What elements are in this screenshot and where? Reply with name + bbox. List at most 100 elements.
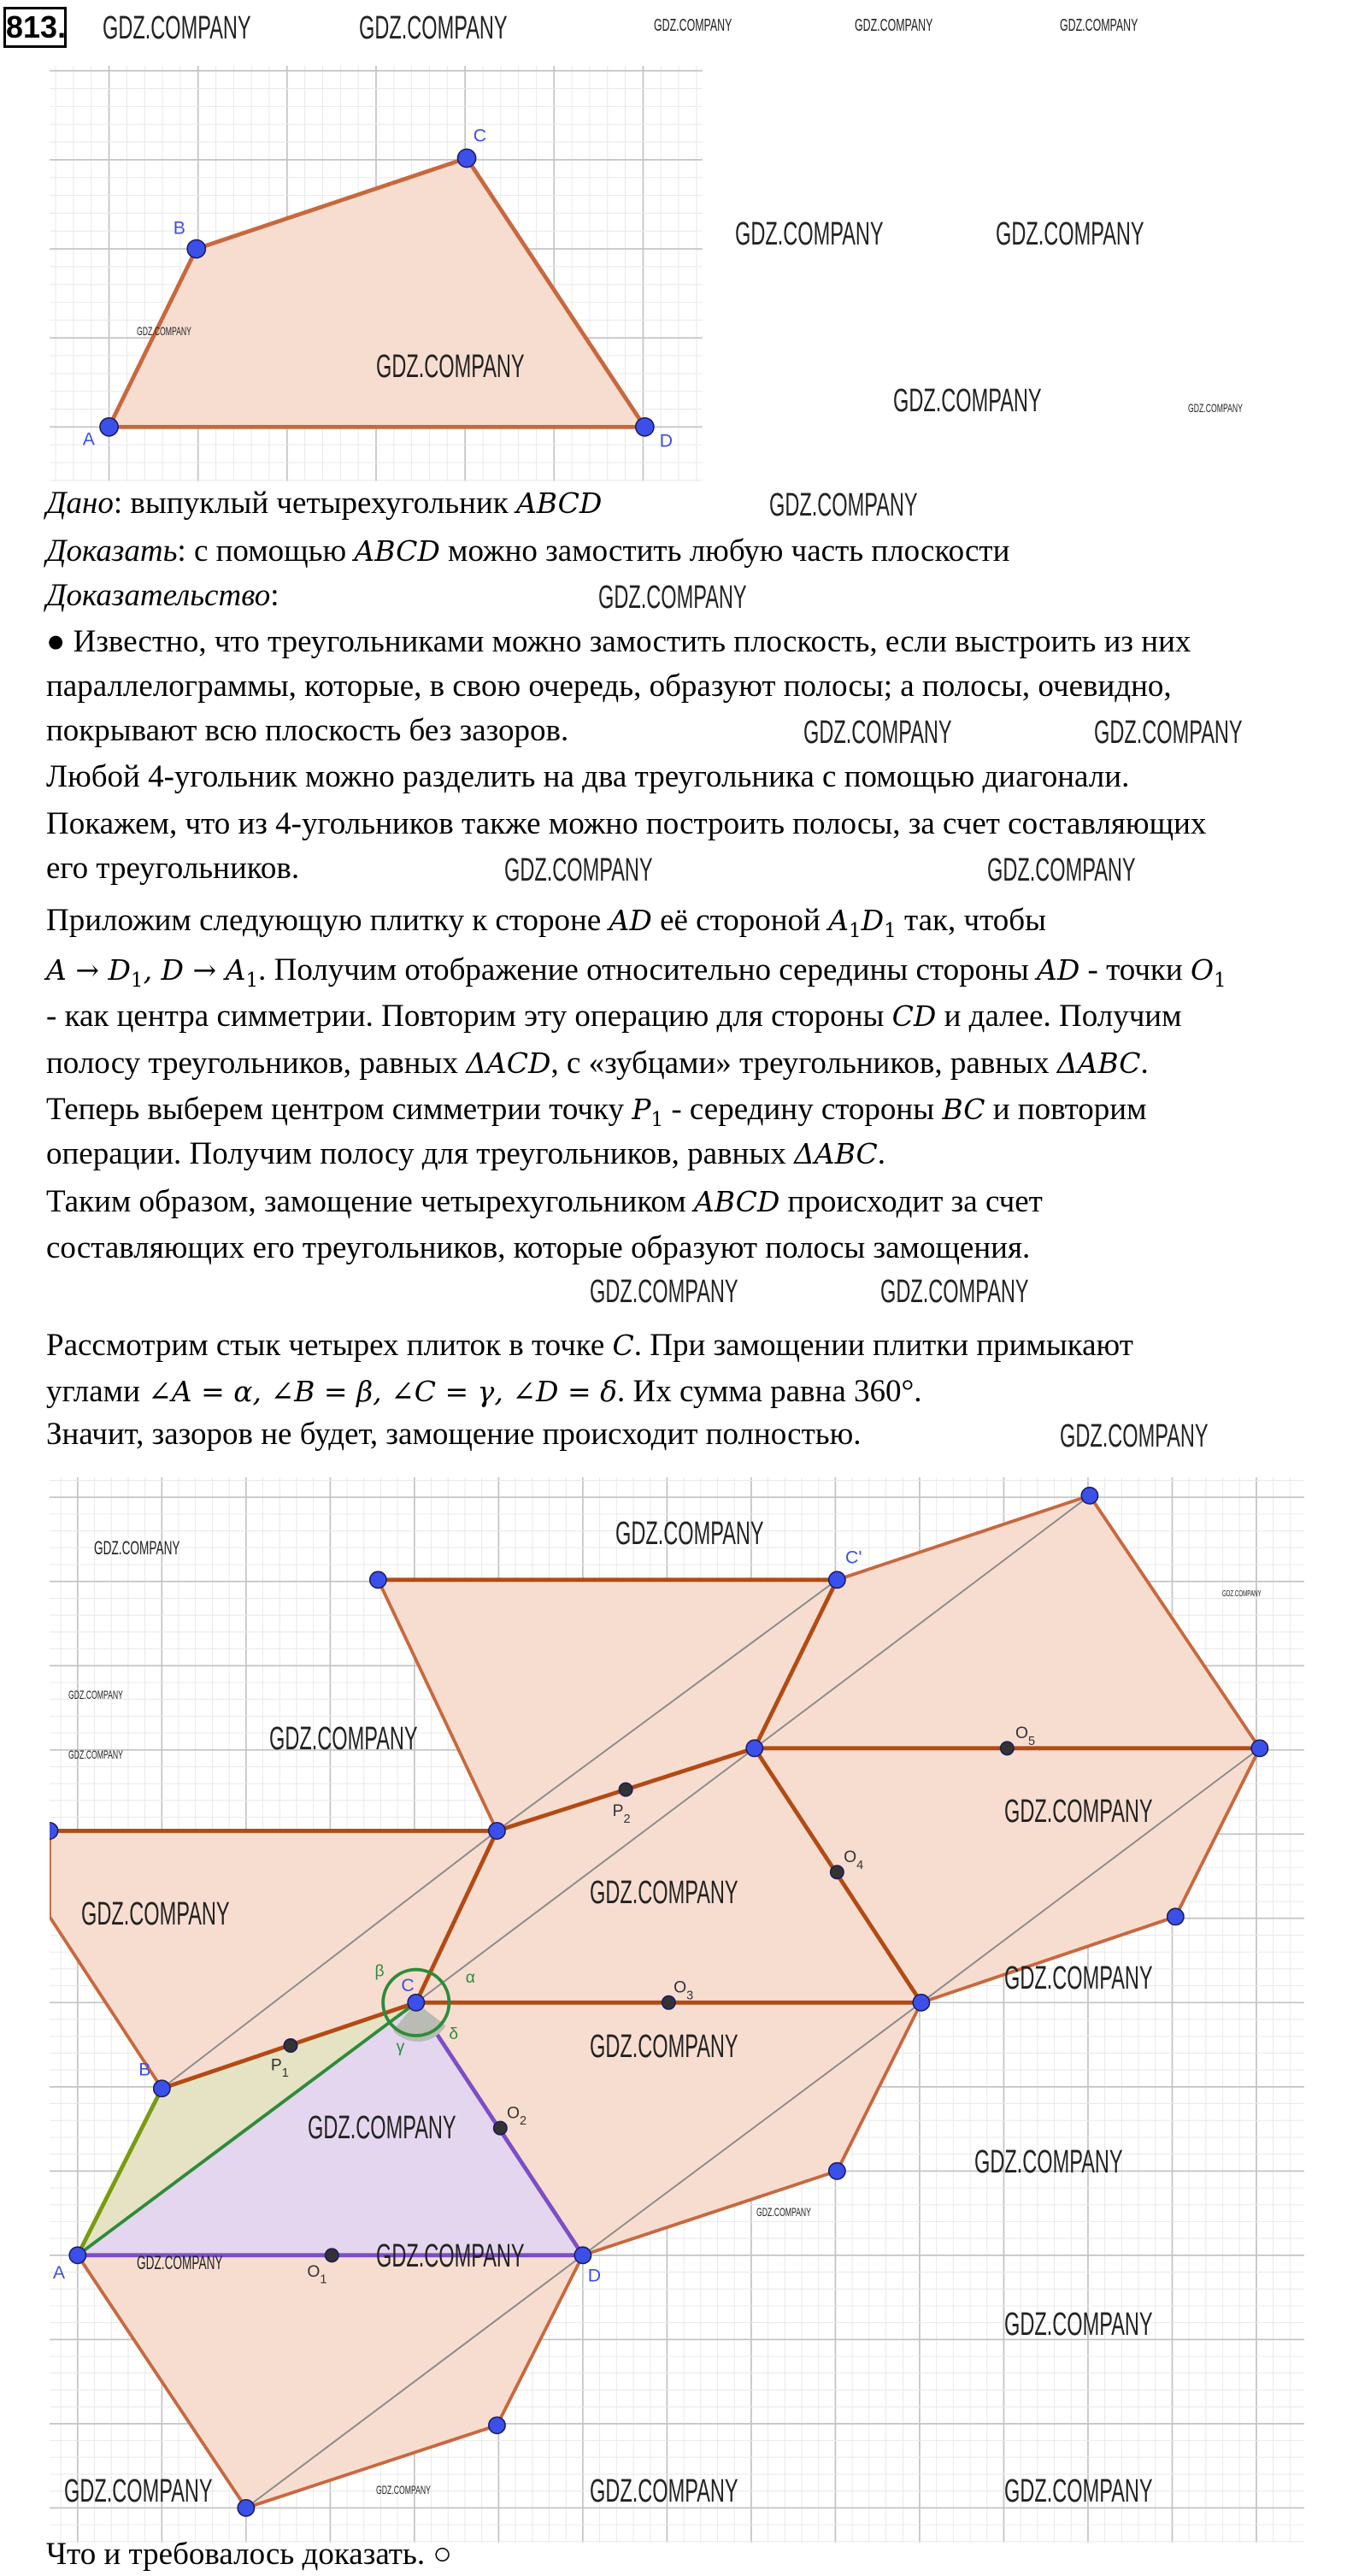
text-line: Любой 4-угольник можно разделить на два … xyxy=(46,758,1129,796)
text-segment: Таким образом, замощение четырехугольник… xyxy=(46,1184,694,1219)
text-segment: и повторим xyxy=(985,1092,1147,1127)
label-subscript: 1 xyxy=(282,2066,289,2080)
subscript: 1 xyxy=(1214,970,1226,992)
point-label: B xyxy=(138,2059,150,2079)
vertex xyxy=(68,2246,87,2265)
math-expression: ∠A = α, ∠B = β, ∠C = γ, ∠D = δ xyxy=(148,1375,617,1408)
text-segment: . xyxy=(877,1136,885,1171)
watermark: GDZ.COMPANY xyxy=(1060,16,1138,35)
label-subscript: 5 xyxy=(1028,1735,1035,1748)
text-segment: . При замощении плитки примыкают xyxy=(633,1328,1133,1363)
text-segment: и далее. Получим xyxy=(936,999,1182,1034)
angle-label-delta: δ xyxy=(449,2025,458,2043)
diagonal-line xyxy=(415,1747,756,2004)
label-text: O xyxy=(307,2263,320,2281)
label-text: β xyxy=(375,1962,385,1980)
watermark: GDZ.COMPANY xyxy=(735,216,884,252)
text-segment: . xyxy=(1140,1046,1149,1081)
text-line: составляющих его треугольников, которые … xyxy=(46,1229,1030,1267)
text-line: Приложим следующую плитку к стороне AD е… xyxy=(46,902,1046,950)
text-segment: Покажем, что из 4-угольников также можно… xyxy=(46,806,1207,841)
point-label: D xyxy=(588,2266,601,2286)
text-line: покрывают всю плоскость без зазоров. xyxy=(46,712,568,750)
point-label: B xyxy=(174,219,185,239)
vertex xyxy=(574,2246,592,2265)
text-segment: Рассмотрим стык четырех плиток в точке xyxy=(46,1328,613,1363)
point-label: D xyxy=(660,432,673,451)
watermark: GDZ.COMPANY xyxy=(996,216,1144,252)
diagonal-ac xyxy=(75,2001,418,2257)
watermark: GDZ.COMPANY xyxy=(880,1274,1029,1310)
label-o4: O4 xyxy=(844,1848,863,1872)
text-segment: Дано xyxy=(46,486,114,521)
subscript: 1 xyxy=(130,970,144,992)
text-line: ● Известно, что треугольниками можно зам… xyxy=(46,623,1191,661)
label-subscript: 4 xyxy=(856,1859,863,1872)
label-text: P xyxy=(613,1802,624,1820)
label-text: C xyxy=(401,1975,414,1995)
text-segment: его треугольников. xyxy=(46,851,300,886)
text-segment: . Их сумма равна 360°. xyxy=(616,1374,922,1409)
text-segment: углами xyxy=(46,1374,149,1409)
text-segment: полосу треугольников, равных xyxy=(46,1046,467,1081)
label-text: O xyxy=(1015,1724,1028,1742)
math-expression: O xyxy=(1190,953,1215,987)
watermark: GDZ.COMPANY xyxy=(654,16,732,35)
math-expression: A xyxy=(828,904,849,937)
text-segment: Приложим следующую плитку к стороне xyxy=(46,903,609,938)
text-segment: так, чтобы xyxy=(896,903,1046,938)
label-text: δ xyxy=(449,2025,458,2043)
tile xyxy=(752,1494,1262,1750)
text-segment: - точки xyxy=(1079,952,1191,987)
label-text: C xyxy=(474,127,486,146)
subscript: 1 xyxy=(848,920,862,942)
text-segment: можно замостить любую часть плоскости xyxy=(439,533,1010,569)
text-segment: операции. Получим полосу для треугольник… xyxy=(46,1136,794,1171)
label-subscript: 2 xyxy=(520,2114,526,2128)
math-expression: ΔACD xyxy=(466,1046,551,1080)
point-label: A xyxy=(83,430,96,450)
vertex-a xyxy=(99,416,119,437)
math-expression: ABCD xyxy=(515,486,603,520)
label-p1: P1 xyxy=(271,2057,289,2081)
subscript: 1 xyxy=(650,1109,664,1131)
vertex xyxy=(50,1821,59,1840)
diagonal-line xyxy=(161,1830,498,2090)
midpoint xyxy=(492,2120,508,2136)
math-expression: AD xyxy=(1036,953,1080,987)
label-subscript: 1 xyxy=(320,2273,326,2287)
label-text: B xyxy=(174,219,185,239)
text-line: углами ∠A = α, ∠B = β, ∠C = γ, ∠D = δ. И… xyxy=(46,1373,922,1411)
vertex xyxy=(152,2079,171,2098)
quadrilateral-abcd xyxy=(107,156,647,429)
text-segment: Доказательство xyxy=(46,578,271,613)
label-text: O xyxy=(844,1848,856,1866)
vertex xyxy=(1080,1486,1099,1505)
label-text: α xyxy=(466,1969,475,1987)
point-label: C' xyxy=(845,1547,862,1568)
text-segment: Доказать xyxy=(46,533,178,569)
vertex xyxy=(827,1571,846,1589)
vertex xyxy=(745,1739,764,1758)
text-line: Рассмотрим стык четырех плиток в точке C… xyxy=(46,1327,1133,1365)
text-segment: ● Известно, что треугольниками можно зам… xyxy=(46,624,1191,659)
watermark: GDZ.COMPANY xyxy=(987,852,1136,888)
label-text: D xyxy=(660,432,673,451)
point-label: A xyxy=(53,2262,66,2283)
vertex xyxy=(912,1993,931,2012)
angle-label-beta: β xyxy=(375,1962,385,1980)
text-line: параллелограммы, которые, в свою очередь… xyxy=(46,668,1172,705)
vertex xyxy=(827,2161,846,2180)
text-line: Покажем, что из 4-угольников также можно… xyxy=(46,805,1206,843)
figure-quadrilateral-abcd: A B C D xyxy=(50,66,703,481)
text-segment: : xyxy=(270,578,279,613)
vertex xyxy=(368,1571,387,1589)
point-label: C xyxy=(401,1975,414,1995)
text-segment: . Получим отображение относительно серед… xyxy=(258,952,1037,987)
label-o1: O1 xyxy=(307,2263,326,2287)
midpoint xyxy=(324,2248,339,2263)
subscript: 1 xyxy=(245,970,259,992)
side-ab xyxy=(75,2086,164,2258)
watermark: GDZ.COMPANY xyxy=(893,383,1042,419)
text-segment: : с помощью xyxy=(177,533,355,569)
